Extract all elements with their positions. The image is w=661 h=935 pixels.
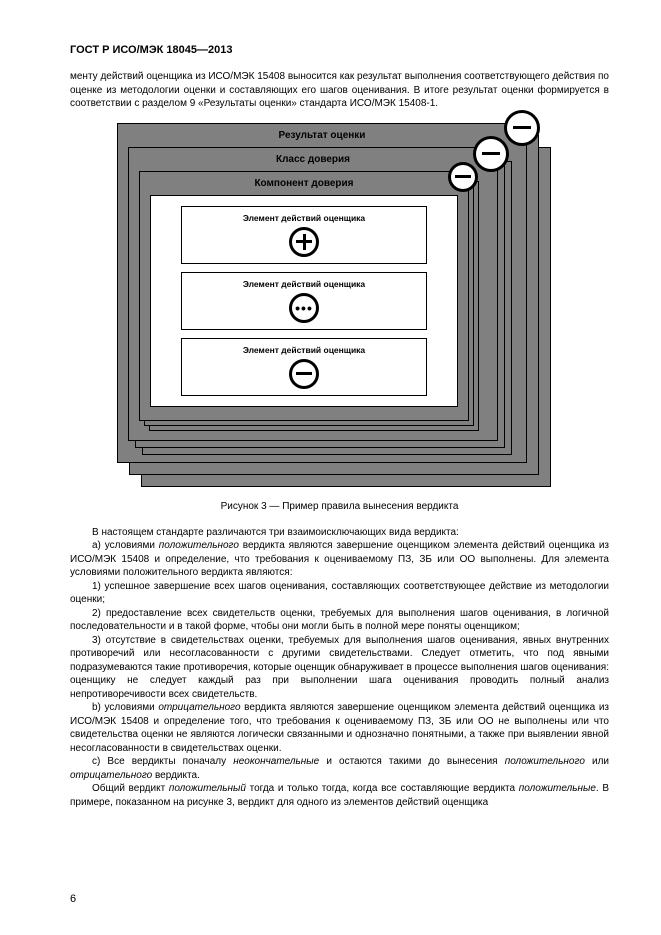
item-c-pre: c) Все вердикты поначалу (92, 756, 233, 767)
final-it2: положительные (519, 783, 596, 794)
item-c-mid: и остаются такими до вынесения (319, 756, 504, 767)
dots-icon: ••• (289, 293, 319, 323)
mid-panel: Класс доверия Компонент доверия Элемент … (128, 147, 498, 441)
final-it1: положительный (169, 783, 246, 794)
element-box-2: Элемент действий оценщика (181, 338, 427, 396)
inner-panel: Компонент доверия Элемент действий оценщ… (139, 171, 469, 421)
document-header: ГОСТ Р ИСО/МЭК 18045—2013 (70, 44, 609, 56)
figure-canvas: Результат оценки Класс доверия Компонент… (117, 123, 557, 493)
item-a-italic: положительного (159, 540, 239, 551)
item-c-post: вердикта. (152, 770, 200, 781)
sub-1: 1) успешное завершение всех шагов оценив… (70, 580, 609, 607)
inner-panel-title: Компонент доверия (150, 178, 458, 189)
item-c-it2: положительного (505, 756, 585, 767)
final-para: Общий вердикт положительный тогда и толь… (70, 782, 609, 809)
mid-panel-title: Класс доверия (139, 154, 487, 165)
page-number: 6 (70, 893, 76, 905)
item-c: c) Все вердикты поначалу неокончательные… (70, 755, 609, 782)
item-b-italic: отрицательного (158, 702, 240, 713)
item-b: b) условиями отрицательного вердикта явл… (70, 701, 609, 755)
outer-panel: Результат оценки Класс доверия Компонент… (117, 123, 527, 463)
element-label-1: Элемент действий оценщика (186, 279, 422, 289)
figure-3: Результат оценки Класс доверия Компонент… (117, 123, 562, 493)
sub-2: 2) предоставление всех свидетельств оцен… (70, 607, 609, 634)
outer-overlay-minus-icon (504, 110, 540, 146)
figure-caption: Рисунок 3 — Пример правила вынесения вер… (70, 501, 609, 512)
document-page: ГОСТ Р ИСО/МЭК 18045—2013 менту действий… (0, 0, 661, 935)
element-label-2: Элемент действий оценщика (186, 345, 422, 355)
element-box-0: Элемент действий оценщика (181, 206, 427, 264)
element-box-1: Элемент действий оценщика ••• (181, 272, 427, 330)
outer-panel-title: Результат оценки (128, 130, 516, 141)
final-mid: тогда и только тогда, когда все составля… (246, 783, 519, 794)
item-b-pre: b) условиями (92, 702, 158, 713)
intro-paragraph: менту действий оценщика из ИСО/МЭК 15408… (70, 70, 609, 111)
elements-container: Элемент действий оценщика Элемент действ… (150, 195, 458, 407)
minus-icon (289, 359, 319, 389)
item-c-it1: неокончательные (233, 756, 319, 767)
plus-icon (289, 227, 319, 257)
item-a-pre: a) условиями (92, 540, 159, 551)
element-label-0: Элемент действий оценщика (186, 213, 422, 223)
sub-3: 3) отсутствие в свидетельствах оценки, т… (70, 634, 609, 702)
para-1: В настоящем стандарте различаются три вз… (70, 526, 609, 540)
item-a: a) условиями положительного вердикта явл… (70, 539, 609, 580)
item-c-it3: отрицательного (70, 770, 152, 781)
final-pre: Общий вердикт (92, 783, 169, 794)
item-c-mid2: или (585, 756, 609, 767)
